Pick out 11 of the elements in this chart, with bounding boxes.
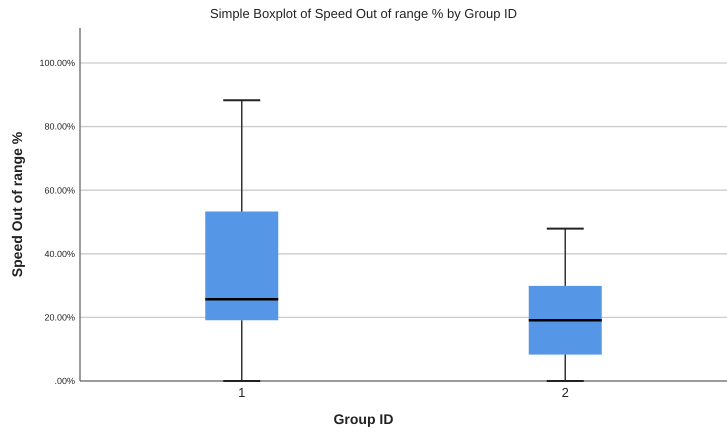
y-axis-title: Speed Out of range %	[9, 131, 25, 278]
y-tick-label: 100.00%	[39, 58, 75, 68]
y-tick-label: 40.00%	[44, 248, 75, 259]
y-tick-label: .00%	[54, 376, 75, 386]
y-tick-label: 20.00%	[44, 312, 75, 323]
x-tick-label: 1	[238, 385, 246, 400]
chart-title: Simple Boxplot of Speed Out of range % by Group ID	[210, 6, 518, 21]
y-tick-label: 80.00%	[44, 122, 75, 132]
x-tick-label: 2	[562, 385, 569, 400]
y-tick-label: 60.00%	[44, 185, 75, 196]
x-axis-title: Group ID	[334, 411, 394, 427]
